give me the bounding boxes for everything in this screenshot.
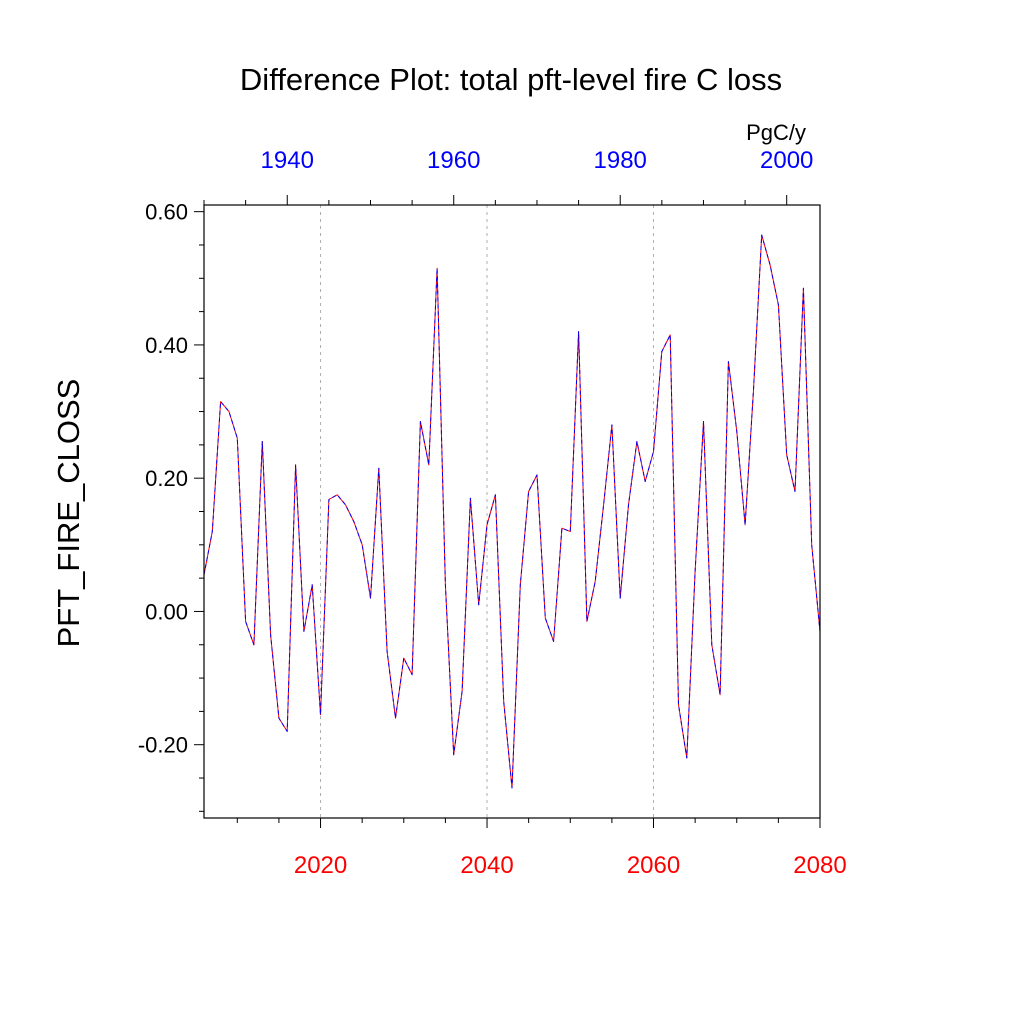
series-line	[203, 234, 821, 789]
y-tick-label: 0.00	[145, 599, 188, 624]
plot-frame	[203, 204, 821, 819]
y-axis-label: PFT_FIRE_CLOSS	[51, 379, 86, 648]
bottom-tick-label: 2020	[294, 852, 347, 879]
bottom-tick-label: 2040	[460, 852, 513, 879]
grid-lines	[320, 205, 655, 818]
y-tick-label: 0.40	[145, 333, 188, 358]
bottom-tick-label: 2060	[627, 852, 680, 879]
series-line	[203, 234, 821, 789]
top-tick-label: 2000	[760, 147, 813, 174]
chart-title: Difference Plot: total pft-level fire C …	[240, 62, 782, 97]
top-tick-label: 1960	[427, 147, 480, 174]
y-tick-label: 0.20	[145, 466, 188, 491]
series-lines	[203, 234, 821, 789]
top-tick-label: 1940	[261, 147, 314, 174]
units-label: PgC/y	[746, 120, 806, 145]
top-tick-label: 1980	[594, 147, 647, 174]
y-tick-label: -0.20	[138, 733, 188, 758]
bottom-tick-label: 2080	[793, 852, 846, 879]
y-tick-label: 0.60	[145, 200, 188, 225]
axes: -0.20 0.00 0.20 0.40 0.60 2020 2040 2060 2080 194…	[138, 147, 847, 879]
